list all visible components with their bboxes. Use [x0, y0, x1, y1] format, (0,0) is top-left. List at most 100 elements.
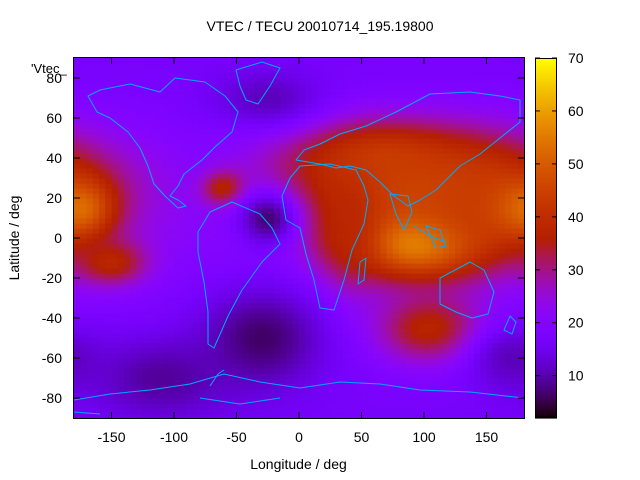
heatmap-cell: [417, 373, 425, 379]
heatmap-cell: [261, 198, 269, 204]
heatmap-cell: [161, 208, 169, 214]
heatmap-cell: [474, 338, 481, 344]
heatmap-cell: [474, 83, 481, 89]
heatmap-cell: [236, 128, 244, 134]
heatmap-cell: [249, 103, 256, 109]
heatmap-cell: [86, 198, 94, 204]
heatmap-cell: [205, 78, 213, 84]
heatmap-cell: [486, 153, 494, 159]
heatmap-cell: [367, 188, 375, 194]
heatmap-cell: [261, 223, 269, 229]
heatmap-cell: [411, 118, 419, 124]
heatmap-cell: [211, 93, 219, 99]
heatmap-cell: [224, 378, 231, 384]
heatmap-cell: [92, 133, 100, 139]
heatmap-cell: [480, 303, 488, 309]
heatmap-cell: [255, 313, 263, 319]
heatmap-cell: [99, 368, 106, 374]
heatmap-cell: [486, 358, 494, 364]
heatmap-cell: [80, 323, 88, 329]
heatmap-cell: [161, 83, 169, 89]
heatmap-cell: [167, 198, 175, 204]
heatmap-cell: [117, 303, 125, 309]
heatmap-cell: [430, 258, 438, 264]
heatmap-cell: [305, 258, 313, 264]
heatmap-cell: [449, 328, 456, 334]
heatmap-cell: [136, 253, 144, 259]
heatmap-cell: [286, 303, 294, 309]
heatmap-cell: [105, 218, 113, 224]
heatmap-cell: [117, 153, 125, 159]
heatmap-cell: [449, 158, 456, 164]
heatmap-cell: [455, 358, 463, 364]
heatmap-cell: [149, 123, 156, 129]
heatmap-cell: [424, 208, 431, 214]
heatmap-cell: [367, 58, 375, 64]
heatmap-cell: [355, 263, 363, 269]
heatmap-cell: [286, 288, 294, 294]
heatmap-cell: [455, 93, 463, 99]
heatmap-cell: [474, 333, 481, 339]
heatmap-cell: [205, 103, 213, 109]
heatmap-cell: [317, 353, 325, 359]
heatmap-cell: [380, 278, 388, 284]
heatmap-cell: [124, 273, 131, 279]
heatmap-cell: [342, 58, 350, 64]
heatmap-cell: [505, 323, 513, 329]
heatmap-cell: [192, 413, 200, 419]
heatmap-cell: [267, 358, 275, 364]
heatmap-cell: [180, 318, 188, 324]
heatmap-cell: [449, 293, 456, 299]
heatmap-cell: [242, 368, 250, 374]
heatmap-cell: [349, 278, 356, 284]
heatmap-cell: [230, 148, 238, 154]
heatmap-cell: [217, 338, 225, 344]
heatmap-cell: [486, 278, 494, 284]
heatmap-cell: [474, 123, 481, 129]
heatmap-cell: [230, 213, 238, 219]
heatmap-cell: [386, 153, 394, 159]
heatmap-cell: [236, 263, 244, 269]
heatmap-cell: [205, 383, 213, 389]
heatmap-cell: [161, 368, 169, 374]
heatmap-cell: [336, 363, 344, 369]
heatmap-cell: [286, 368, 294, 374]
heatmap-cell: [311, 313, 319, 319]
heatmap-cell: [199, 383, 206, 389]
heatmap-cell: [130, 253, 138, 259]
heatmap-cell: [449, 408, 456, 414]
heatmap-cell: [80, 318, 88, 324]
heatmap-cell: [330, 108, 338, 114]
heatmap-cell: [255, 163, 263, 169]
heatmap-cell: [186, 348, 194, 354]
heatmap-cell: [111, 138, 119, 144]
heatmap-cell: [74, 318, 81, 324]
heatmap-cell: [349, 258, 356, 264]
heatmap-cell: [267, 208, 275, 214]
heatmap-cell: [299, 188, 306, 194]
heatmap-cell: [142, 113, 150, 119]
heatmap-cell: [392, 213, 400, 219]
heatmap-cell: [342, 118, 350, 124]
heatmap-cell: [374, 68, 381, 74]
heatmap-cell: [142, 303, 150, 309]
heatmap-cell: [292, 333, 300, 339]
heatmap-cell: [242, 378, 250, 384]
heatmap-cell: [205, 268, 213, 274]
heatmap-cell: [480, 408, 488, 414]
heatmap-cell: [174, 403, 181, 409]
heatmap-cell: [136, 183, 144, 189]
heatmap-cell: [92, 58, 100, 64]
heatmap-cell: [399, 408, 406, 414]
heatmap-cell: [124, 228, 131, 234]
heatmap-cell: [105, 248, 113, 254]
heatmap-cell: [180, 313, 188, 319]
heatmap-cell: [280, 333, 288, 339]
heatmap-cell: [405, 213, 413, 219]
heatmap-cell: [367, 128, 375, 134]
heatmap-cell: [392, 378, 400, 384]
heatmap-cell: [224, 408, 231, 414]
heatmap-cell: [330, 303, 338, 309]
heatmap-cell: [399, 393, 406, 399]
heatmap-cell: [374, 313, 381, 319]
